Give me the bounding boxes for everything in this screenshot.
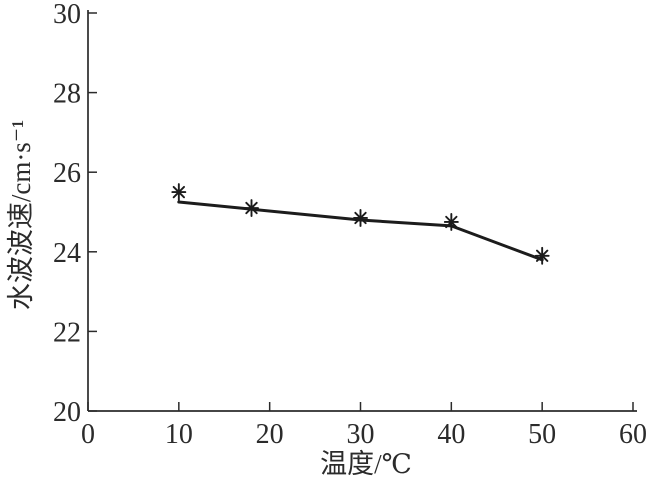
x-axis-label: 温度/℃ [320,449,412,479]
x-tick-label-50: 50 [528,419,556,450]
y-tick-label-28: 28 [53,79,81,110]
x-tick-label-20: 20 [256,419,284,450]
x-tick-label-30: 30 [347,419,375,450]
marker-center-dot-0 [176,189,182,195]
series-fitted-line [177,200,544,262]
y-tick-label-24: 24 [53,238,81,269]
x-tick-label-40: 40 [437,419,465,450]
marker-center-dot-4 [539,253,545,258]
y-axis-label: 水波波速/cm·s⁻¹ [6,120,36,310]
x-tick-label-60: 60 [619,419,647,450]
y-tick-label-26: 26 [53,158,81,189]
y-tick-label-22: 22 [53,317,81,348]
plot-layer: 0 10 20 30 40 50 60 20 22 24 26 28 30 [53,0,647,450]
x-tick-label-10: 10 [165,419,193,450]
y-tick-label-20: 20 [53,397,81,428]
x-tick-label-0: 0 [81,419,95,450]
y-tick-label-30: 30 [53,0,81,30]
marker-center-dot-3 [449,219,454,225]
